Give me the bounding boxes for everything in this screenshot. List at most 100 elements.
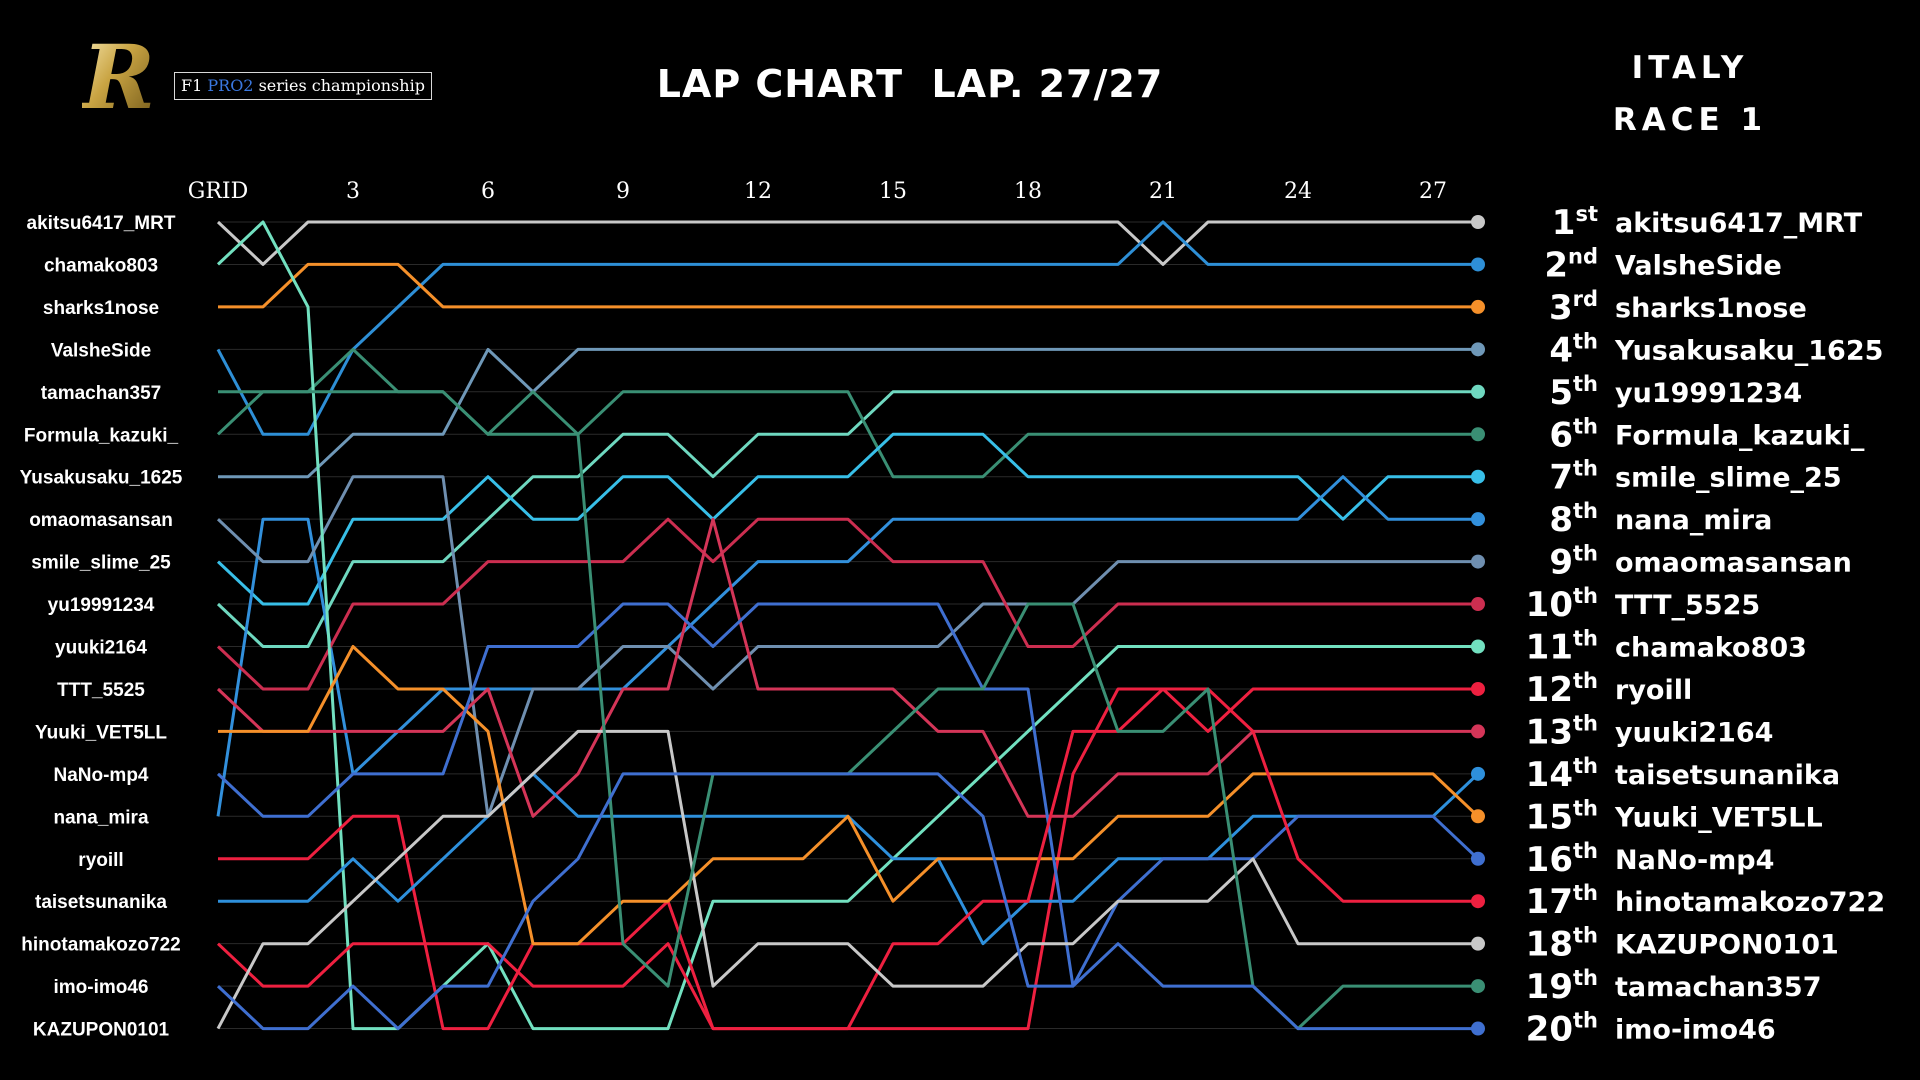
x-tick-24: 24 [1284, 179, 1312, 204]
x-tick-27: 27 [1419, 179, 1447, 204]
series-line-smile_slime_25 [216, 432, 1478, 606]
result-driver-name: sharks1nose [1615, 293, 1807, 324]
result-position: 14th [1526, 754, 1598, 795]
x-tick-12: 12 [744, 179, 772, 204]
logo-letter: R [82, 36, 155, 120]
finish-marker-akitsu6417_MRT [1471, 215, 1485, 229]
result-position: 15th [1526, 796, 1598, 837]
banner-suffix: series championship [253, 76, 425, 95]
x-tick-6: 6 [481, 179, 495, 204]
series-line-NaNo-mp4 [216, 602, 1480, 988]
grid-driver-label: sharks1nose [43, 298, 159, 319]
finish-marker-Formula_kazuki_ [1471, 427, 1485, 442]
series-line-Formula_kazuki_ [216, 347, 1478, 479]
result-position: 4th [1549, 329, 1598, 370]
series-line-tamachan357 [218, 390, 1478, 1031]
grid-order-labels: akitsu6417_MRT chamako803 sharks1nose Valsh… [20, 213, 183, 1041]
grid-driver-label: omaomasansan [29, 510, 173, 531]
grid-driver-label: smile_slime_25 [31, 553, 171, 574]
result-position: 13th [1526, 711, 1598, 752]
result-driver-name: omaomasansan [1615, 548, 1852, 579]
grid-driver-label: akitsu6417_MRT [27, 213, 176, 234]
finish-marker-taisetsunanika [1471, 766, 1485, 781]
finish-marker-nana_mira [1471, 512, 1485, 527]
result-position: 17th [1526, 881, 1598, 922]
finish-marker-TTT_5525 [1471, 597, 1485, 612]
event-title: ITALY RACE 1 [1560, 42, 1820, 146]
result-driver-name: ryoill [1615, 675, 1692, 706]
finish-marker-Yusakusaku_1625 [1471, 342, 1485, 357]
finish-marker-sharks1nose [1471, 299, 1485, 314]
finish-marker-smile_slime_25 [1471, 469, 1485, 484]
finish-marker-yuuki2164 [1471, 724, 1485, 739]
grid-driver-label: yu19991234 [48, 595, 155, 616]
result-driver-name: NaNo-mp4 [1615, 845, 1774, 876]
result-driver-name: yuuki2164 [1615, 717, 1773, 748]
finish-marker-chamako803 [1471, 639, 1485, 654]
series-line-omaomasansan [216, 475, 1478, 818]
x-tick-18: 18 [1014, 179, 1042, 204]
result-position: 5th [1549, 372, 1598, 413]
finish-markers [1471, 215, 1485, 1036]
series-line-chamako803 [216, 220, 1478, 1031]
grid-driver-label: taisetsunanika [35, 892, 167, 913]
event-country: ITALY [1631, 50, 1749, 86]
result-position: 12th [1526, 669, 1598, 710]
result-driver-name: imo-imo46 [1615, 1015, 1776, 1046]
finish-marker-ValsheSide [1471, 257, 1485, 272]
series-line-nana_mira [216, 475, 1478, 817]
x-tick-15: 15 [879, 179, 907, 204]
grid-driver-label: chamako803 [44, 255, 158, 276]
series-line-KAZUPON0101 [216, 729, 1478, 1030]
series-line-Yusakusaku_1625 [218, 347, 1478, 479]
grid-driver-label: nana_mira [53, 807, 148, 828]
result-driver-name: yu19991234 [1615, 378, 1802, 409]
grid-driver-label: Formula_kazuki_ [24, 425, 179, 446]
grid-driver-label: tamachan357 [41, 383, 161, 404]
grid-driver-label: yuuki2164 [55, 638, 147, 659]
r-logo-icon: R [82, 36, 155, 120]
result-driver-name: taisetsunanika [1615, 760, 1840, 791]
finish-marker-hinotamakozo722 [1471, 894, 1485, 909]
result-driver-name: chamako803 [1615, 633, 1807, 664]
x-tick-9: 9 [616, 179, 630, 204]
page-title: LAP CHART LAP. 27/27 [656, 62, 1164, 106]
grid-driver-label: Yusakusaku_1625 [20, 468, 183, 489]
grid-driver-label: imo-imo46 [53, 977, 148, 998]
result-driver-name: hinotamakozo722 [1615, 887, 1885, 918]
finish-marker-omaomasansan [1471, 554, 1485, 569]
series-lines [216, 220, 1480, 1031]
grid-driver-label: ValsheSide [51, 340, 151, 361]
result-position: 8th [1549, 499, 1598, 540]
grid-driver-label: TTT_5525 [57, 680, 145, 701]
grid-driver-label: KAZUPON0101 [33, 1020, 170, 1041]
series-line-sharks1nose [218, 262, 1478, 309]
result-position: 10th [1526, 584, 1598, 625]
x-tick-grid: GRID [188, 179, 248, 204]
series-line-yu19991234 [216, 390, 1478, 648]
finish-marker-NaNo-mp4 [1471, 851, 1485, 866]
result-position: 11th [1526, 627, 1598, 668]
banner-pro: PRO2 [207, 76, 254, 95]
series-banner: F1 PRO2 series championship [174, 72, 432, 100]
x-tick-3: 3 [346, 179, 360, 204]
result-driver-name: ValsheSide [1615, 250, 1782, 281]
result-driver-name: Yuuki_VET5LL [1614, 802, 1823, 833]
result-driver-name: akitsu6417_MRT [1615, 208, 1863, 239]
result-driver-name: smile_slime_25 [1615, 463, 1842, 494]
series-line-TTT_5525 [216, 517, 1478, 691]
result-driver-name: nana_mira [1615, 505, 1772, 536]
result-position: 20th [1526, 1009, 1598, 1050]
grid-driver-label: ryoill [78, 850, 123, 871]
finish-marker-imo-imo46 [1471, 1021, 1485, 1036]
grid-driver-label: Yuuki_VET5LL [35, 722, 167, 743]
series-line-yuuki2164 [216, 517, 1478, 818]
series-line-ValsheSide [216, 220, 1478, 436]
result-driver-name: TTT_5525 [1615, 590, 1760, 621]
result-position: 16th [1526, 839, 1598, 880]
result-position: 6th [1549, 414, 1598, 455]
finish-marker-Yuuki_VET5LL [1471, 809, 1485, 824]
banner-prefix: F1 [181, 76, 208, 95]
finish-marker-yu19991234 [1471, 384, 1485, 399]
